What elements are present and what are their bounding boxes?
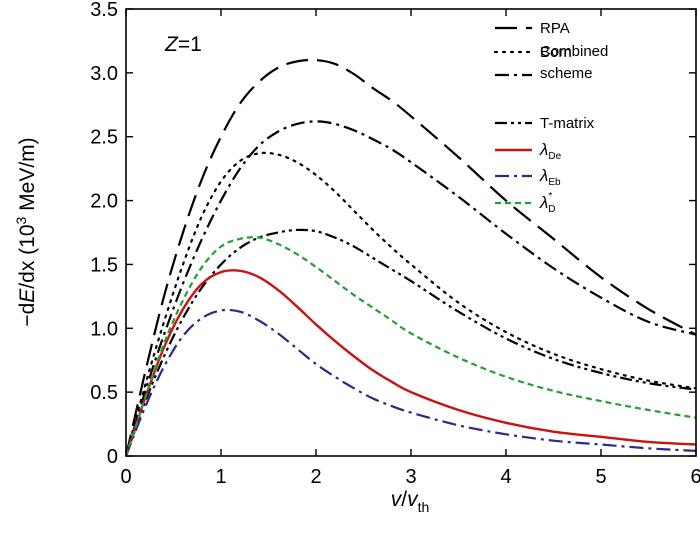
- x-axis-title: v/vth: [391, 488, 430, 515]
- legend-label-3-line-1: Combined: [540, 43, 608, 60]
- legend-label-2: Born: [540, 44, 572, 61]
- y-tick-label-2: 1.0: [90, 318, 118, 340]
- series-line-3: [126, 120, 696, 456]
- x-tick-label-5: 5: [595, 466, 606, 488]
- annotation-z: Z=1: [164, 33, 202, 56]
- legend-label-5: λDe: [539, 140, 562, 162]
- x-tick-label-1: 1: [215, 466, 226, 488]
- legend-label-1: RPA: [540, 20, 570, 37]
- legend-label-6: λEb: [539, 166, 561, 188]
- series-line-6: [126, 308, 696, 456]
- x-tick-label-6: 6: [690, 466, 700, 488]
- series-line-2: [126, 151, 696, 456]
- legend-label-3-line-2: scheme: [540, 65, 593, 82]
- y-tick-label-1: 0.5: [90, 382, 118, 404]
- legend-label-7: λ* D: [539, 191, 556, 215]
- y-tick-label-5: 2.5: [90, 127, 118, 149]
- plot-frame: [125, 8, 697, 457]
- ticks-layer: 0 1 2 3 4 5 6 0 0.5 1.0 1.5 2.0 2.5 3.0 3.5: [90, 0, 700, 488]
- series-line-4: [126, 228, 696, 456]
- y-tick-label-3: 1.5: [90, 254, 118, 276]
- legend-label-4: T-matrix: [540, 115, 595, 132]
- y-tick-label-6: 3.0: [90, 63, 118, 85]
- y-axis-title: −dE/dx (103 MeV/m): [13, 137, 39, 326]
- x-tick-label-3: 3: [405, 466, 416, 488]
- y-tick-label-7: 3.5: [90, 0, 118, 21]
- x-tick-label-0: 0: [120, 466, 131, 488]
- y-tick-label-4: 2.0: [90, 191, 118, 213]
- y-tick-label-0: 0: [107, 446, 118, 468]
- x-tick-label-2: 2: [310, 466, 321, 488]
- series-line-7: [126, 236, 696, 456]
- series-layer: [126, 58, 696, 456]
- x-tick-label-4: 4: [500, 466, 511, 488]
- series-line-5: [126, 269, 696, 456]
- series-line-1: [126, 58, 696, 456]
